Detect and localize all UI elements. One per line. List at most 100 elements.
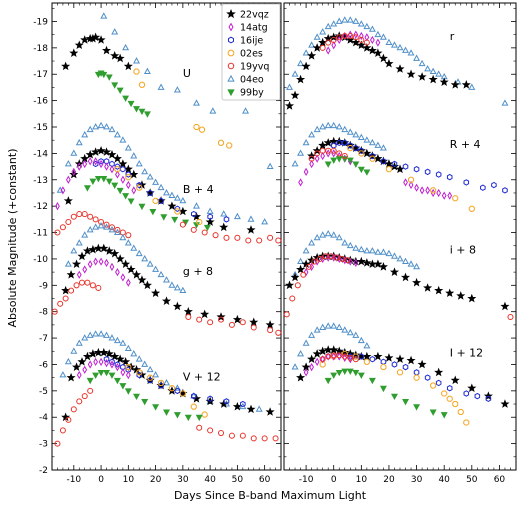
data-point-22vqz-r <box>356 40 366 50</box>
data-point-04eo-r <box>435 70 443 77</box>
legend: 22vqz 14atg 16ije 02es 19yvq 04eo 99by <box>221 3 281 101</box>
data-point-19yvq-r <box>330 36 337 43</box>
data-point-22vqz-V <box>219 399 229 408</box>
data-point-14atg-g <box>82 265 88 274</box>
data-point-16ije-I <box>446 384 453 392</box>
data-point-99by-U <box>111 82 119 89</box>
data-point-04eo-g <box>141 255 149 262</box>
data-point-99by-I <box>330 372 338 379</box>
data-point-22vqz-i <box>290 272 300 282</box>
data-point-99by-V <box>97 369 105 377</box>
data-point-22vqz-g <box>104 246 114 255</box>
data-point-19yvq-V <box>218 430 225 437</box>
y-tick-label: -7 <box>39 334 48 344</box>
data-point-22vqz-V <box>77 357 87 366</box>
data-point-14atg-g <box>93 257 98 266</box>
data-point-19yvq-V <box>87 387 94 394</box>
data-point-99by-I <box>368 377 376 385</box>
data-point-14atg-I <box>336 352 342 361</box>
data-point-04eo-V <box>119 339 127 346</box>
data-point-04eo-r <box>341 16 349 23</box>
data-point-99by-V <box>113 377 121 385</box>
data-point-14atg-R <box>331 149 337 158</box>
data-point-14atg-R <box>403 178 408 187</box>
data-point-19yvq-i <box>344 257 351 264</box>
data-point-04eo-B <box>179 196 187 204</box>
data-point-04eo-I <box>291 363 299 370</box>
data-point-19yvq-g <box>84 279 91 286</box>
data-point-99by-R <box>346 157 354 164</box>
data-point-16ije-V <box>223 398 230 405</box>
data-point-19yvq-g <box>218 316 225 323</box>
data-point-04eo-r <box>379 33 387 40</box>
data-point-22vqz-g <box>99 243 109 253</box>
data-point-19yvq-B <box>179 221 186 228</box>
data-point-04eo-I <box>352 331 360 338</box>
data-point-19yvq-B <box>87 213 94 220</box>
data-point-14atg-g <box>125 278 131 287</box>
data-point-99by-B <box>94 176 102 183</box>
data-point-02es-I <box>413 374 420 381</box>
data-point-19yvq-i <box>283 311 290 318</box>
data-point-99by-B <box>122 193 130 200</box>
data-point-02es-B <box>152 197 159 204</box>
legend-label: 02es <box>240 49 263 60</box>
data-point-04eo-I <box>346 328 354 336</box>
data-point-16ije-I <box>358 353 365 360</box>
data-point-22vqz-V <box>121 357 131 366</box>
legend-box <box>221 3 281 101</box>
data-point-19yvq-g <box>228 321 235 328</box>
data-point-14atg-r <box>342 31 348 41</box>
data-point-04eo-R <box>291 160 299 167</box>
data-point-19yvq-V <box>261 435 268 442</box>
data-point-04eo-B <box>86 125 94 133</box>
data-point-04eo-i <box>385 249 393 257</box>
data-point-04eo-I <box>308 331 316 338</box>
data-point-99by-V <box>152 404 160 411</box>
data-point-16ije-V <box>174 387 181 395</box>
data-point-99by-V <box>195 414 203 422</box>
data-point-02es-I <box>396 369 404 376</box>
data-point-22vqz-U <box>123 61 133 71</box>
data-point-14atg-V <box>109 360 115 369</box>
data-point-22vqz-g <box>142 280 152 290</box>
data-point-22vqz-g <box>232 314 242 324</box>
x-tick-label: 10 <box>356 475 368 485</box>
data-point-22vqz-I <box>417 359 427 369</box>
data-point-19yvq-g <box>73 282 80 289</box>
y-tick-label: -15 <box>33 123 48 133</box>
data-point-16ije-R <box>463 179 470 186</box>
data-point-22vqz-g <box>132 270 142 279</box>
data-point-16ije-R <box>480 184 486 191</box>
data-point-14atg-R <box>441 191 447 200</box>
data-point-22vqz-U <box>91 32 101 42</box>
data-point-22vqz-I <box>323 345 333 354</box>
data-point-04eo-r <box>286 83 294 90</box>
data-point-02es-I <box>463 419 470 426</box>
data-point-14atg-I <box>347 355 353 364</box>
data-point-19yvq-B <box>59 224 66 231</box>
data-point-14atg-B <box>60 186 66 195</box>
data-point-04eo-I <box>335 323 343 330</box>
data-point-22vqz-r <box>439 77 449 86</box>
data-point-14atg-g <box>120 273 126 282</box>
data-point-02es-U <box>198 126 205 133</box>
data-point-19yvq-r <box>347 32 354 40</box>
data-point-04eo-r <box>390 41 398 48</box>
data-point-14atg-B <box>55 202 60 211</box>
data-point-04eo-r <box>368 25 376 32</box>
data-point-22vqz-U <box>102 45 112 55</box>
data-point-04eo-r <box>413 54 421 61</box>
data-point-19yvq-g <box>267 327 274 334</box>
data-point-04eo-B <box>81 131 89 138</box>
data-point-04eo-r <box>313 33 321 40</box>
data-point-22vqz-V <box>246 404 256 414</box>
data-point-04eo-U <box>266 162 274 170</box>
y-tick-label: -11 <box>33 229 48 239</box>
data-point-02es-R <box>358 150 365 157</box>
data-point-22vqz-U <box>74 40 84 50</box>
data-point-19yvq-V <box>70 406 77 413</box>
data-point-19yvq-i <box>316 255 323 262</box>
data-point-22vqz-I <box>373 351 383 361</box>
